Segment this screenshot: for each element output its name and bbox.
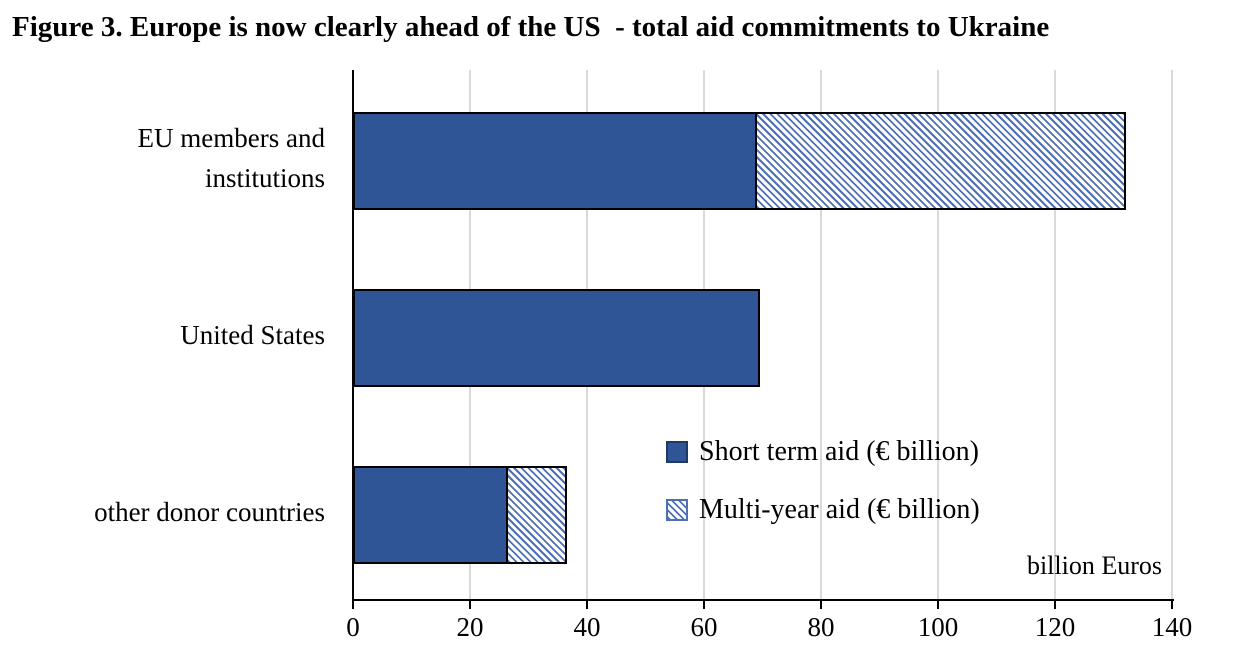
x-axis-unit-label: billion Euros [1026,551,1162,580]
y-axis-line [352,70,354,600]
x-axis-tick [703,600,705,609]
bar-segment-multi-year [755,112,1126,211]
x-axis-tick [1054,600,1056,609]
x-axis-tick-label: 0 [346,612,360,642]
x-axis-tick [820,600,822,609]
x-axis-tick [586,600,588,609]
gridline-140 [1171,70,1173,600]
x-axis-tick-label: 40 [573,612,601,642]
x-axis-tick-label: 120 [1034,612,1076,642]
category-label: United States [180,319,325,350]
gridline-100 [937,70,939,600]
x-axis-tick-label: 60 [690,612,718,642]
bar-segment-short-term [353,112,757,211]
x-axis-tick [937,600,939,609]
bar-segment-short-term [353,465,508,564]
legend-label: Multi-year aid (€ billion) [699,494,980,525]
legend-swatch-short-term-icon [666,441,688,463]
legend-item: Short term aid (€ billion) [666,436,980,468]
legend-label: Short term aid (€ billion) [699,436,979,467]
bar-segment-multi-year [506,465,567,564]
category-label: EU members and institutions [137,123,325,194]
x-axis-tick-label: 80 [807,612,835,642]
bar-segment-short-term [353,289,760,387]
gridline-120 [1054,70,1056,600]
x-axis-tick-label: 20 [456,612,484,642]
gridline-80 [820,70,822,600]
category-label: other donor countries [94,496,325,527]
category-axis: EU members and institutions United States… [10,70,333,600]
x-axis-tick [1171,600,1173,609]
x-axis-line [352,599,1174,601]
x-axis-tick-label: 100 [917,612,959,642]
legend: Short term aid (€ billion) Multi-year aid… [666,436,980,526]
legend-swatch-multi-year-icon [666,499,688,521]
x-axis-tick [469,600,471,609]
plot-area: 0 20 40 60 80 100 120 140 [346,70,1192,642]
x-axis-tick-label: 140 [1151,612,1193,642]
legend-item: Multi-year aid (€ billion) [666,494,980,526]
figure-title: Figure 3. Europe is now clearly ahead of… [12,11,1050,43]
x-axis-tick [352,600,354,609]
